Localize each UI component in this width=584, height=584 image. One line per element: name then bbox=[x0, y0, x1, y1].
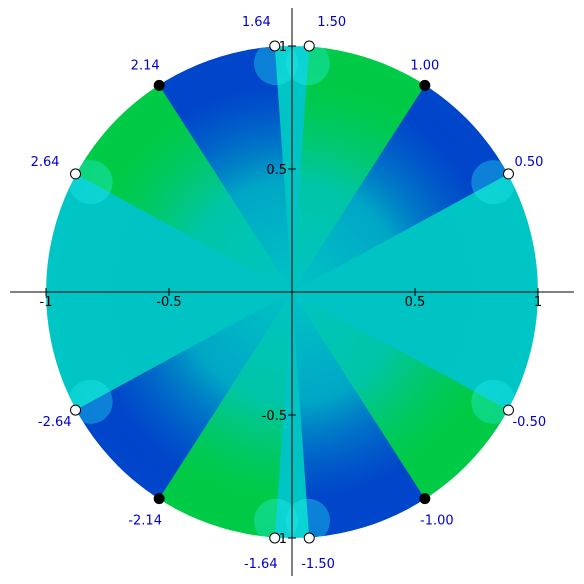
x-tick-label: -0.5 bbox=[156, 295, 181, 310]
open-point bbox=[303, 40, 315, 52]
open-point bbox=[70, 404, 82, 416]
point-label: 1.00 bbox=[410, 58, 439, 73]
point-label: 1.50 bbox=[317, 15, 346, 30]
axes bbox=[10, 8, 574, 576]
marked-points: 1.50 1.00 0.50 -0.50 -1.00 -1.50 -1.64 -2.14 -2.… bbox=[31, 15, 547, 572]
open-point bbox=[303, 532, 315, 544]
point-label: 0.50 bbox=[514, 155, 543, 170]
point-label: -2.14 bbox=[128, 514, 162, 529]
axis-ticks: -1 -0.5 0.5 110.5-0.5-1 bbox=[40, 40, 543, 547]
y-tick-label: -0.5 bbox=[262, 409, 287, 424]
open-point bbox=[502, 404, 514, 416]
open-point bbox=[502, 168, 514, 180]
point-label: 2.14 bbox=[131, 58, 160, 73]
filled-point bbox=[153, 79, 165, 91]
filled-point bbox=[419, 493, 431, 505]
open-point bbox=[269, 40, 281, 52]
point-label: -0.50 bbox=[512, 415, 546, 430]
point-label: 2.64 bbox=[31, 155, 60, 170]
point-label: 1.64 bbox=[242, 15, 271, 30]
point-label: -1.64 bbox=[244, 557, 278, 572]
point-label: -2.64 bbox=[38, 415, 72, 430]
point-label: -1.50 bbox=[301, 557, 335, 572]
y-tick-label: 0.5 bbox=[266, 163, 287, 178]
open-point bbox=[70, 168, 82, 180]
x-tick-label: 1 bbox=[534, 295, 542, 310]
point-label: -1.00 bbox=[420, 514, 454, 529]
filled-point bbox=[153, 493, 165, 505]
y-tick-label: 1 bbox=[279, 40, 287, 55]
x-tick-label: -1 bbox=[40, 295, 53, 310]
filled-point bbox=[419, 79, 431, 91]
open-point bbox=[269, 532, 281, 544]
x-tick-label: 0.5 bbox=[405, 295, 426, 310]
